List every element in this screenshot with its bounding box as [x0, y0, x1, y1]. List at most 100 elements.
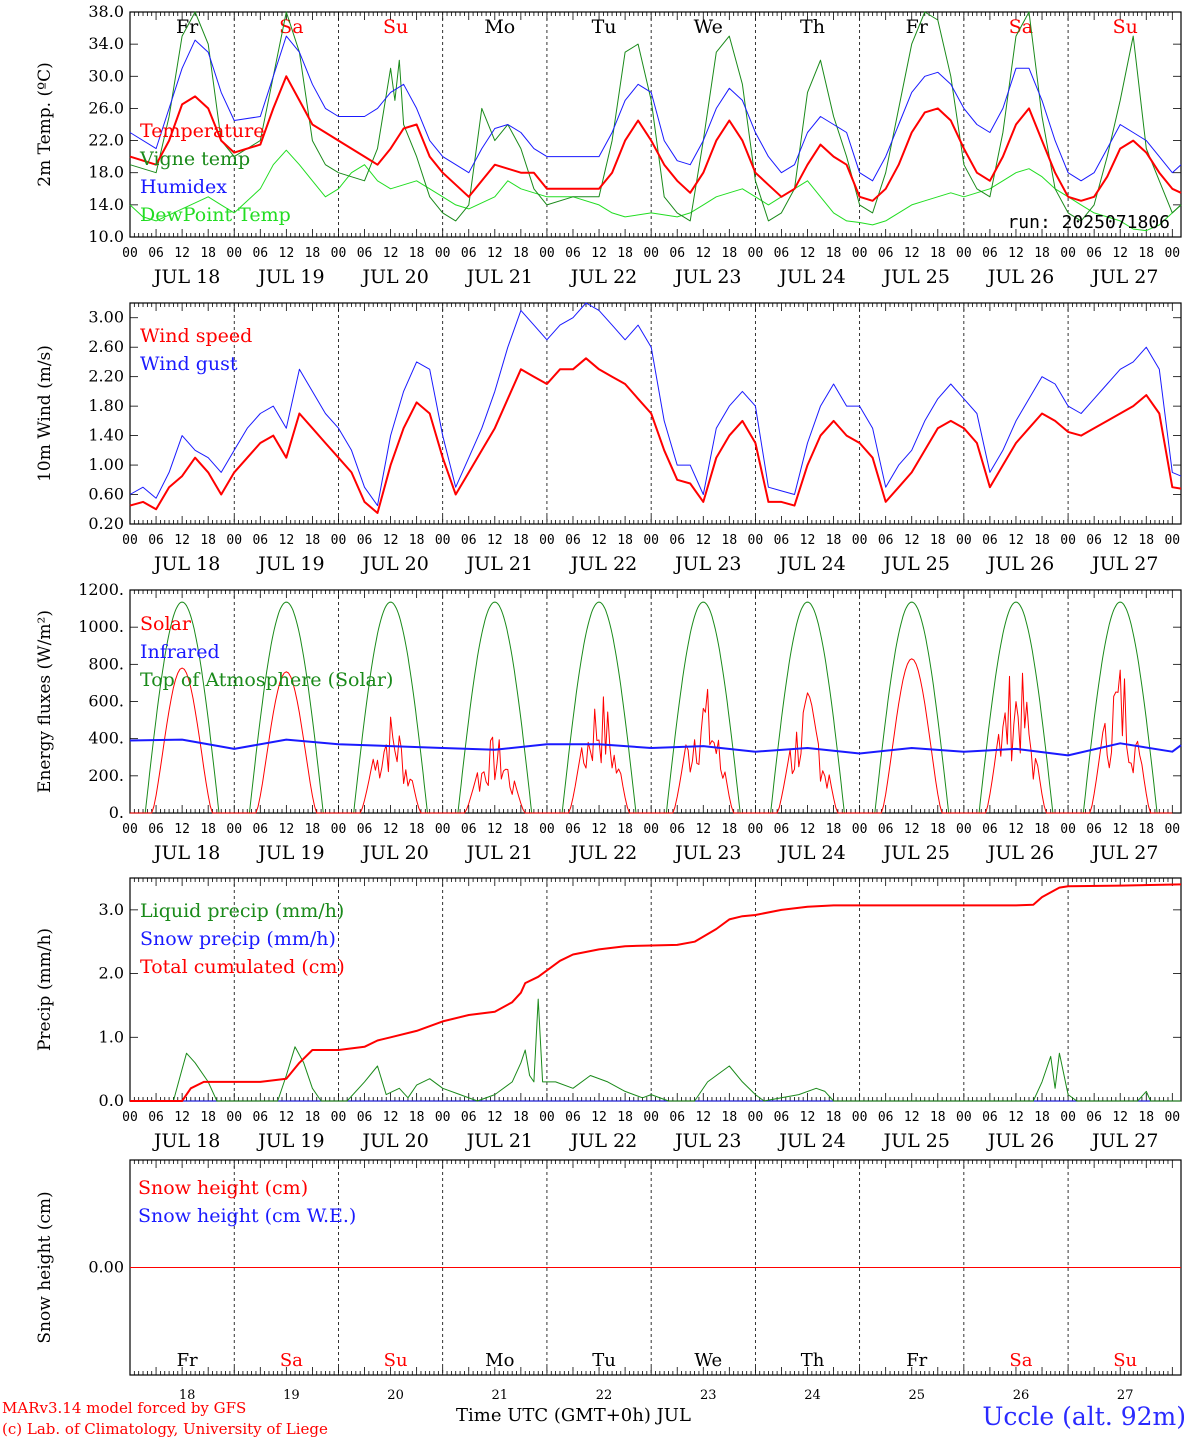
day-label: JUL 21: [465, 266, 533, 288]
hour-tick-label: 18: [409, 1110, 425, 1125]
y-tick-label: 1200.: [78, 580, 124, 599]
toa-curve: [144, 601, 220, 814]
hour-tick-label: 18: [1034, 533, 1050, 548]
hour-tick-label: 06: [669, 822, 685, 837]
day-label: JUL 18: [152, 842, 220, 864]
hour-tick-label: 18: [826, 533, 842, 548]
day-number-label: 24: [804, 1388, 821, 1403]
y-tick-label: 0.20: [88, 514, 124, 533]
panel-2: 0.20 0.60 1.00 1.40 1.80 2.20 2.60 3.00 10m Wind…: [35, 302, 1182, 575]
hour-tick-label: 06: [461, 246, 477, 261]
toa-curve: [770, 601, 845, 814]
day-label: JUL 23: [673, 266, 741, 288]
panel-1: 10.0 14.0 18.0 22.0 26.0 30.0 34.0 38.0 2m Temp.…: [35, 2, 1182, 288]
hour-tick-label: 00: [1164, 533, 1180, 548]
hour-tick-label: 00: [226, 246, 242, 261]
hour-tick-label: 00: [748, 822, 764, 837]
day-label: JUL 27: [1090, 1130, 1158, 1152]
hour-tick-label: 00: [226, 822, 242, 837]
day-number-label: 26: [1013, 1388, 1030, 1403]
day-label: JUL 18: [152, 1130, 220, 1152]
day-label: JUL 27: [1090, 553, 1158, 575]
hour-tick-label: 00: [226, 1110, 242, 1125]
y-tick-label: 3.0: [99, 900, 124, 919]
hour-tick-label: 18: [1138, 246, 1154, 261]
weekday-label: We: [694, 1350, 722, 1371]
series-line: [129, 302, 1182, 507]
hour-tick-label: 06: [357, 822, 373, 837]
hour-tick-label: 12: [1112, 533, 1128, 548]
hour-tick-label: 06: [878, 246, 894, 261]
weekday-label: Su: [1113, 16, 1138, 38]
hour-tick-label: 06: [252, 1110, 268, 1125]
hour-tick-label: 00: [539, 533, 555, 548]
hour-tick-label: 18: [200, 246, 216, 261]
hour-tick-label: 12: [487, 1110, 503, 1125]
y-tick-label: 1000.: [78, 617, 124, 636]
run-annotation: run: 2025071806: [1007, 212, 1170, 233]
hour-tick-label: 18: [930, 822, 946, 837]
y-tick-label: 0.0: [99, 1091, 124, 1110]
hour-tick-label: 06: [1086, 1110, 1102, 1125]
hour-tick-label: 06: [774, 1110, 790, 1125]
solar-curve: [130, 667, 235, 814]
hour-tick-label: 18: [200, 533, 216, 548]
y-tick-label: 2.20: [88, 367, 124, 386]
hour-tick-label: 00: [852, 246, 868, 261]
y-axis-label: Precip (mm/h): [35, 928, 55, 1051]
hour-tick-label: 00: [643, 822, 659, 837]
hour-tick-label: 12: [904, 533, 920, 548]
legend-entry: Solar: [140, 613, 192, 635]
day-label: JUL 19: [256, 842, 324, 864]
hour-tick-label: 12: [1112, 1110, 1128, 1125]
day-label: JUL 23: [673, 553, 741, 575]
y-tick-label: 400.: [88, 729, 124, 748]
series-line: [129, 738, 1182, 757]
hour-tick-label: 06: [357, 246, 373, 261]
hour-tick-label: 00: [435, 822, 451, 837]
hour-tick-label: 18: [1138, 822, 1154, 837]
weekday-label: Tu: [592, 16, 617, 38]
hour-tick-label: 06: [252, 246, 268, 261]
hour-tick-label: 06: [774, 246, 790, 261]
day-label: JUL 25: [882, 842, 950, 864]
solar-curve: [234, 671, 339, 814]
hour-tick-label: 06: [252, 533, 268, 548]
hour-tick-label: 06: [565, 246, 581, 261]
day-number-label: 21: [492, 1388, 509, 1403]
hour-tick-label: 12: [174, 533, 190, 548]
hour-tick-label: 00: [1164, 246, 1180, 261]
hour-tick-label: 18: [1034, 246, 1050, 261]
hour-tick-label: 00: [852, 1110, 868, 1125]
day-number-label: 25: [908, 1388, 925, 1403]
day-label: JUL 25: [882, 553, 950, 575]
hour-tick-label: 12: [591, 1110, 607, 1125]
toa-curve: [457, 601, 533, 814]
y-tick-label: 18.0: [88, 163, 124, 182]
weekday-label: Sa: [280, 1350, 303, 1371]
hour-tick-label: 00: [435, 533, 451, 548]
hour-tick-label: 06: [878, 822, 894, 837]
y-axis-label: Energy fluxes (W/m²): [35, 610, 55, 793]
hour-tick-label: 18: [722, 822, 738, 837]
hour-tick-label: 18: [513, 246, 529, 261]
y-tick-label: 26.0: [88, 98, 124, 117]
hour-tick-label: 12: [487, 822, 503, 837]
hour-tick-label: 00: [956, 533, 972, 548]
hour-tick-label: 06: [357, 1110, 373, 1125]
weekday-label: Mo: [484, 16, 515, 38]
hour-tick-label: 12: [1008, 1110, 1024, 1125]
hour-tick-label: 18: [617, 822, 633, 837]
hour-tick-label: 06: [461, 822, 477, 837]
y-tick-label: 2.0: [99, 964, 124, 983]
weekday-label: We: [694, 16, 723, 38]
hour-tick-label: 06: [1086, 822, 1102, 837]
legend-entry: Snow precip (mm/h): [140, 928, 336, 950]
hour-tick-label: 18: [930, 246, 946, 261]
hour-tick-label: 06: [148, 822, 164, 837]
hour-tick-label: 18: [513, 1110, 529, 1125]
hour-tick-label: 12: [487, 533, 503, 548]
lab-credit: (c) Lab. of Climatology, University of L…: [2, 1420, 328, 1438]
hour-tick-label: 00: [226, 533, 242, 548]
